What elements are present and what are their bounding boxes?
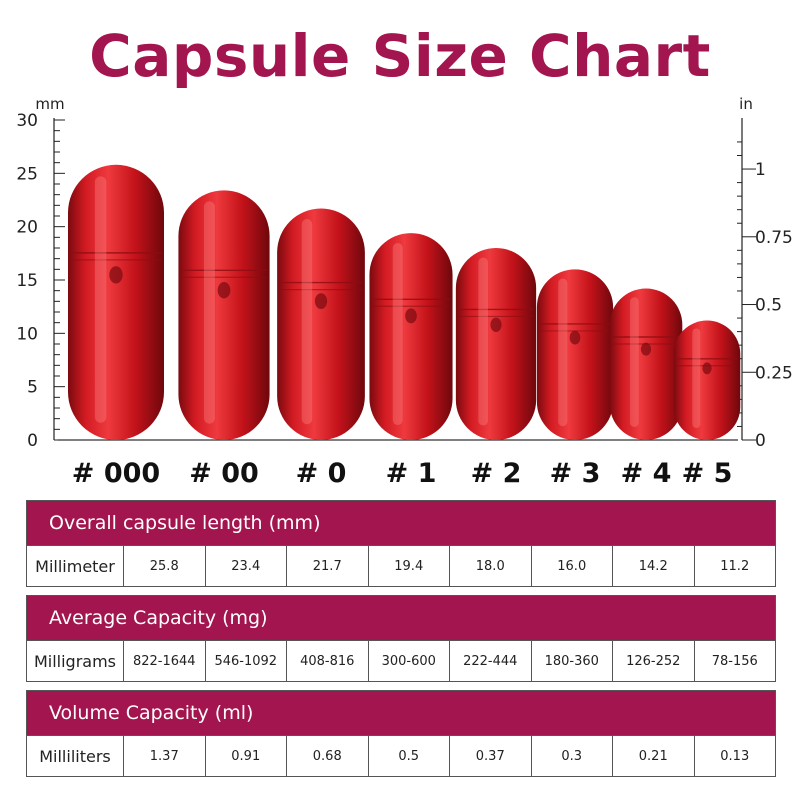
capsule-highlight	[203, 201, 215, 424]
capsule-dimple	[640, 342, 652, 356]
table-cell: 300-600	[367, 641, 450, 681]
capsule-highlight	[478, 257, 488, 426]
table-cell: 180-360	[530, 641, 613, 681]
table-row: Milliliters 1.37 0.91 0.68 0.5 0.37 0.3 0.21 0.1…	[27, 735, 775, 776]
right-tick-label: 0.5	[755, 296, 782, 316]
left-tick-label: 10	[16, 324, 38, 344]
table-cell: 126-252	[612, 641, 694, 681]
table-cell: 23.4	[204, 546, 287, 586]
table-cell: 16.0	[530, 546, 613, 586]
capsule-highlight	[94, 176, 107, 423]
data-table: Average Capacity (mg) Milligrams 822-1644 5…	[26, 595, 776, 682]
data-table: Overall capsule length (mm) Millimeter 25.…	[26, 500, 776, 587]
capsule-body	[609, 288, 683, 440]
right-tick-label: 0	[755, 431, 766, 451]
table-cell: 21.7	[286, 546, 368, 586]
table-cell: 78-156	[693, 641, 776, 681]
capsule-body	[178, 190, 270, 440]
table-heading: Overall capsule length (mm)	[27, 501, 775, 545]
capsule-size-label: # 2	[471, 458, 522, 489]
table-heading: Average Capacity (mg)	[27, 596, 775, 640]
left-tick-label: 5	[27, 378, 38, 398]
capsule-highlight	[392, 243, 403, 426]
table-cell: 25.8	[123, 546, 205, 586]
table-cell: 546-1092	[204, 641, 287, 681]
table-heading: Volume Capacity (ml)	[27, 691, 775, 735]
left-axis-unit: mm	[35, 95, 64, 113]
capsule-highlight	[301, 219, 313, 425]
capsule-0	[68, 164, 164, 441]
right-tick-label: 0.25	[755, 363, 793, 383]
capsule-body	[536, 269, 614, 440]
capsule-body	[277, 208, 365, 440]
capsule-dimple	[405, 308, 417, 324]
table-cell: 0.21	[612, 736, 694, 776]
right-tick-label: 1	[755, 160, 766, 180]
capsule-3	[369, 233, 453, 440]
capsule-highlight	[692, 328, 701, 429]
capsule-group: # 000 # 00 # 0 # 1 # 2 # 3 # 4 # 5	[58, 164, 741, 489]
right-axis-unit: in	[739, 95, 753, 113]
capsule-body	[369, 233, 453, 440]
capsule-size-label: # 000	[72, 458, 160, 489]
capsule-4	[455, 248, 537, 440]
left-tick-label: 25	[16, 164, 38, 184]
table-cell: 18.0	[449, 546, 531, 586]
page-title: Capsule Size Chart	[89, 22, 711, 90]
table-cell: 11.2	[693, 546, 776, 586]
capsule-body	[673, 320, 741, 440]
table-cell: 408-816	[286, 641, 368, 681]
right-tick-label: 0.75	[755, 228, 793, 248]
capsule-size-label: # 5	[682, 458, 733, 489]
capsule-size-label: # 0	[296, 458, 347, 489]
capsule-size-label: # 1	[386, 458, 437, 489]
table-cell: 222-444	[449, 641, 531, 681]
capsule-body	[68, 164, 164, 441]
left-tick-label: 30	[16, 111, 38, 131]
capsule-body	[455, 248, 537, 440]
capsule-highlight	[630, 297, 639, 427]
table-cell: 0.13	[693, 736, 776, 776]
capsule-2	[277, 208, 365, 440]
capsule-dimple	[569, 330, 581, 345]
capsule-1	[178, 190, 270, 440]
table-cell: 0.68	[286, 736, 368, 776]
capsule-7	[673, 320, 741, 440]
row-label: Milligrams	[33, 651, 117, 671]
left-tick-label: 20	[16, 218, 38, 238]
table-cell: 19.4	[367, 546, 450, 586]
row-label: Milliliters	[39, 746, 111, 766]
table-cell: 14.2	[612, 546, 694, 586]
left-tick-label: 15	[16, 271, 38, 291]
right-axis-in: 0 0.25 0.5 0.75 1 in	[737, 95, 793, 451]
capsule-highlight	[558, 278, 568, 427]
capsule-dimple	[314, 293, 328, 310]
capsule-dimple	[217, 282, 231, 299]
capsule-6	[609, 288, 683, 440]
capsule-dimple	[702, 362, 712, 375]
capsule-dimple	[490, 317, 502, 333]
table-cell: 0.3	[530, 736, 613, 776]
table-cell: 822-1644	[123, 641, 205, 681]
capsule-size-label: # 3	[550, 458, 601, 489]
table-cell: 1.37	[123, 736, 205, 776]
capsule-5	[536, 269, 614, 440]
table-row: Milligrams 822-1644 546-1092 408-816 300-600…	[27, 640, 775, 681]
data-table: Volume Capacity (ml) Milliliters 1.37 0.91 0…	[26, 690, 776, 777]
table-cell: 0.91	[204, 736, 287, 776]
capsule-size-label: # 4	[621, 458, 672, 489]
capsule-size-label: # 00	[189, 458, 259, 489]
table-row: Millimeter 25.8 23.4 21.7 19.4 18.0 16.0 14.2 11…	[27, 545, 775, 586]
capsule-dimple	[109, 266, 123, 284]
left-tick-label: 0	[27, 431, 38, 451]
table-cell: 0.37	[449, 736, 531, 776]
row-label: Millimeter	[35, 556, 115, 576]
table-cell: 0.5	[367, 736, 450, 776]
